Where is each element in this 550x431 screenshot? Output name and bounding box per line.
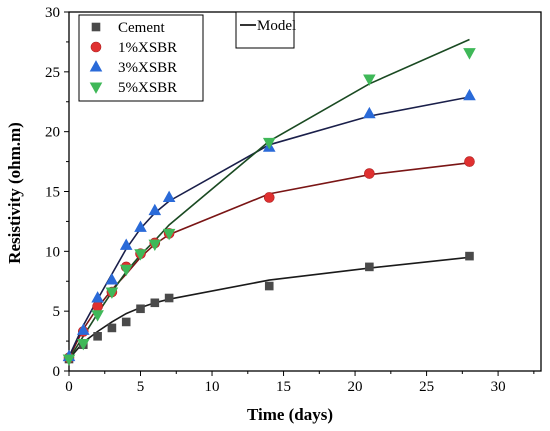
point-cement [164, 293, 174, 303]
model-line-1-xsbr [68, 162, 470, 359]
point-3-xsbr [134, 220, 147, 232]
point-5-xsbr [262, 137, 276, 150]
legend-label-1-xsbr: 1%XSBR [118, 40, 177, 56]
model-legend-label: Model [257, 18, 296, 34]
point-1-xsbr [263, 192, 275, 203]
point-cement [264, 281, 274, 291]
legend-marker-5-xsbr [89, 82, 103, 94]
legend-marker-3-xsbr [89, 60, 103, 72]
model-line-cement [68, 256, 470, 360]
legend-label-5-xsbr: 5%XSBR [118, 80, 177, 96]
y-tick-label: 10 [45, 244, 60, 260]
axis-ticks: 0 5 10 15 20 25 30 0 5 10 15 20 25 30 [45, 5, 535, 395]
legend: Cement 1%XSBR 3%XSBR 5%XSBR [78, 14, 204, 102]
point-3-xsbr [363, 106, 376, 119]
point-5-xsbr [148, 239, 162, 252]
x-tick-label: 10 [205, 379, 220, 395]
point-5-xsbr [162, 228, 176, 241]
x-tick-label: 25 [419, 379, 434, 395]
point-1-xsbr [464, 156, 475, 167]
y-tick-label: 0 [53, 364, 61, 380]
x-axis-title: Time (days) [247, 405, 333, 424]
point-3-xsbr [162, 190, 176, 202]
point-cement [93, 331, 102, 341]
legend-marker-1-xsbr [90, 41, 102, 53]
point-5-xsbr [77, 338, 90, 351]
x-tick-label: 0 [65, 379, 73, 395]
data-markers [62, 48, 476, 366]
model-legend-box [235, 11, 295, 49]
point-5-xsbr [105, 287, 119, 299]
x-tick-label: 15 [276, 379, 291, 395]
point-cement [465, 251, 474, 261]
point-1-xsbr [92, 301, 103, 312]
point-3-xsbr [463, 88, 476, 101]
point-5-xsbr [463, 48, 476, 60]
point-cement [107, 323, 117, 333]
point-5-xsbr [119, 264, 133, 277]
y-axis-title: Resistivity (ohm.m) [5, 122, 24, 264]
x-tick-label: 5 [137, 379, 145, 395]
y-tick-label: 15 [45, 185, 60, 201]
model-legend: Model [235, 11, 296, 49]
point-5-xsbr [91, 310, 104, 322]
point-cement [150, 298, 160, 308]
y-tick-label: 25 [45, 65, 60, 81]
point-3-xsbr [77, 323, 90, 335]
point-1-xsbr [364, 168, 375, 179]
y-tick-label: 5 [53, 304, 61, 320]
point-3-xsbr [119, 238, 133, 250]
point-3-xsbr [105, 273, 119, 285]
point-3-xsbr [148, 203, 162, 216]
legend-marker-cement [91, 22, 101, 32]
point-cement [121, 317, 131, 327]
x-tick-label: 30 [491, 379, 506, 395]
legend-label-3-xsbr: 3%XSBR [118, 60, 177, 76]
y-tick-label: 30 [45, 5, 60, 21]
point-5-xsbr [363, 74, 376, 86]
x-tick-label: 20 [348, 379, 363, 395]
point-cement [136, 304, 145, 314]
legend-label-cement: Cement [118, 20, 165, 36]
point-3-xsbr [91, 291, 104, 303]
point-cement [365, 262, 374, 272]
point-5-xsbr [134, 249, 147, 261]
y-tick-label: 20 [45, 125, 60, 141]
point-5-xsbr [62, 354, 76, 366]
